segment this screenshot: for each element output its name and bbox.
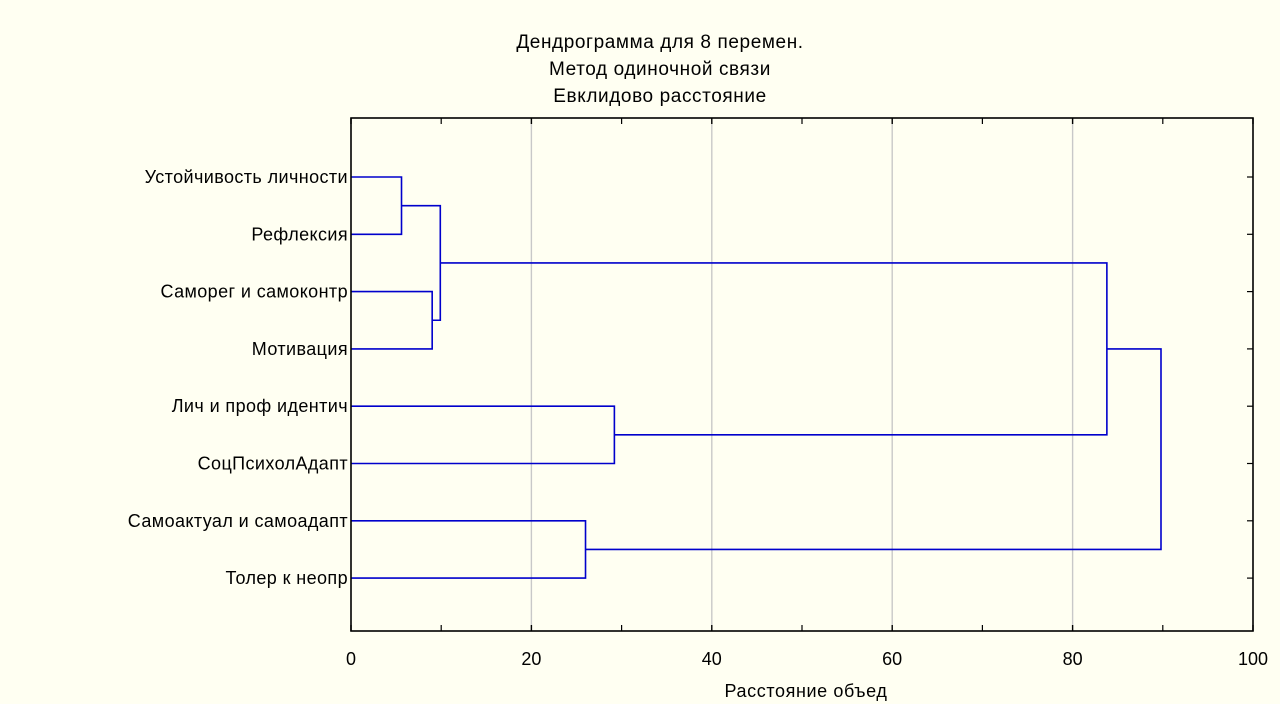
- leaf-label-1: Рефлексия: [251, 224, 348, 244]
- gridlines: [530, 118, 1074, 631]
- leaf-label-2: Самoрег и самоконтр: [160, 282, 348, 302]
- x-tick-label-20: 20: [521, 649, 541, 669]
- x-axis-label: Расстояние объед: [725, 681, 888, 701]
- leaf-label-0: Устойчивость личности: [145, 167, 348, 187]
- leaf-label-7: Толер к неопр: [225, 568, 348, 588]
- leaf-label-6: Самоактуал и самоадапт: [128, 511, 348, 531]
- x-tick-label-100: 100: [1238, 649, 1268, 669]
- leaf-label-5: СоцПсихолАдапт: [198, 454, 348, 474]
- x-tick-labels: 0 20 40 60 80 100: [346, 649, 1268, 669]
- leaf-label-4: Лич и проф идентич: [172, 396, 348, 416]
- leaf-labels: Устойчивость личности Рефлексия Самoрег и …: [128, 167, 348, 588]
- dendrogram-links: [351, 176, 1162, 579]
- axis-ticks: [350, 118, 1254, 631]
- x-tick-label-80: 80: [1063, 649, 1083, 669]
- chart-title-line-3: Евклидово расстояние: [553, 86, 767, 107]
- x-tick-label-0: 0: [346, 649, 356, 669]
- x-tick-label-40: 40: [702, 649, 722, 669]
- x-tick-label-60: 60: [882, 649, 902, 669]
- dendrogram-link-6: [585, 348, 1162, 551]
- chart-title-line-1: Дендрограмма для 8 перемен.: [516, 32, 803, 53]
- leaf-label-3: Мотивация: [252, 339, 348, 359]
- chart-title-line-2: Метод одиночной связи: [549, 59, 771, 80]
